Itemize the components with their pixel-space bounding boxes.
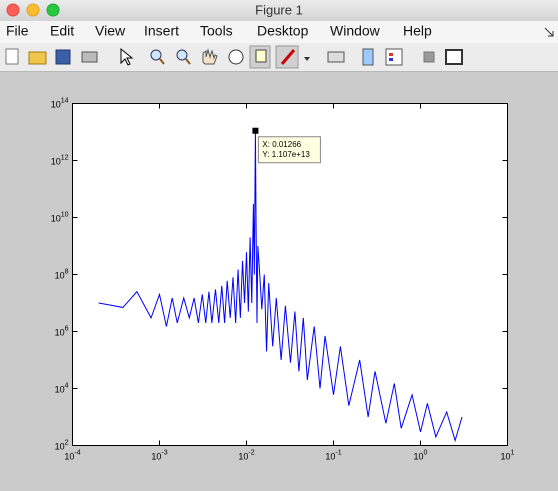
tick-exponent: 1 bbox=[511, 449, 515, 456]
datatip-box bbox=[257, 136, 321, 164]
y-tick-label: 1010 bbox=[51, 211, 69, 224]
tick-base: 10 bbox=[501, 452, 511, 462]
x-tick-label: 101 bbox=[501, 449, 515, 462]
tick-base: 10 bbox=[55, 271, 65, 281]
datatip-text: Y: 1.107e+13 bbox=[262, 150, 310, 159]
y-tick-label: 102 bbox=[55, 439, 69, 452]
y-tick-label: 106 bbox=[55, 325, 69, 338]
menu-item[interactable]: View bbox=[95, 23, 126, 39]
zoom-button[interactable] bbox=[46, 3, 60, 17]
zoom-in-icon[interactable] bbox=[150, 49, 162, 61]
menu-item[interactable]: Window bbox=[330, 23, 381, 39]
tick-base: 10 bbox=[414, 452, 424, 462]
y-tick-label: 108 bbox=[55, 268, 69, 281]
datatip-marker bbox=[252, 127, 259, 134]
tick-base: 10 bbox=[325, 452, 335, 462]
x-tick-label: 100 bbox=[414, 449, 428, 462]
tick-exponent: -4 bbox=[74, 449, 80, 456]
tick-exponent: 10 bbox=[61, 211, 69, 218]
axes-box bbox=[72, 103, 508, 446]
pan-icon[interactable] bbox=[202, 48, 218, 65]
window-title: Figure 1 bbox=[255, 2, 303, 17]
colorbar-icon[interactable] bbox=[362, 48, 374, 66]
toolbar-icons bbox=[5, 45, 463, 69]
save-icon[interactable] bbox=[55, 49, 71, 65]
x-tick-label: 10-2 bbox=[238, 449, 254, 462]
tick-exponent: -2 bbox=[248, 449, 254, 456]
close-button[interactable] bbox=[6, 3, 20, 17]
menu-item[interactable]: Help bbox=[403, 23, 432, 39]
minimize-button[interactable] bbox=[26, 3, 40, 17]
zoom-out-icon[interactable] bbox=[176, 49, 188, 61]
tick-exponent: 12 bbox=[61, 154, 69, 161]
menu-item[interactable]: Insert bbox=[144, 23, 179, 39]
y-tick-label: 104 bbox=[55, 382, 69, 395]
menu-item[interactable]: File bbox=[6, 23, 29, 39]
data-line bbox=[98, 130, 463, 443]
tick-base: 10 bbox=[151, 452, 161, 462]
x-tick-label: 10-3 bbox=[151, 449, 167, 462]
x-tick-label: 10-1 bbox=[325, 449, 341, 462]
tick-base: 10 bbox=[238, 452, 248, 462]
menu-bar bbox=[0, 21, 558, 43]
tick-base: 10 bbox=[55, 328, 65, 338]
datatip-text: X: 0.01266 bbox=[262, 140, 301, 149]
open-icon[interactable] bbox=[28, 51, 47, 65]
tick-base: 10 bbox=[55, 442, 65, 452]
menu-item[interactable]: Edit bbox=[50, 23, 74, 39]
tick-exponent: 2 bbox=[65, 439, 69, 446]
tick-exponent: 14 bbox=[61, 97, 69, 104]
new-icon[interactable] bbox=[5, 48, 19, 65]
tick-exponent: 8 bbox=[65, 268, 69, 275]
brush-dropdown[interactable] bbox=[304, 57, 310, 61]
dock-arrow[interactable] bbox=[544, 27, 554, 37]
link-icon[interactable] bbox=[327, 51, 345, 63]
tick-base: 10 bbox=[51, 214, 61, 224]
show-tools-icon[interactable] bbox=[445, 49, 463, 65]
tick-base: 10 bbox=[51, 100, 61, 110]
y-tick-label: 1012 bbox=[51, 154, 69, 167]
tick-exponent: 6 bbox=[65, 325, 69, 332]
tick-base: 10 bbox=[55, 385, 65, 395]
rotate-icon[interactable] bbox=[228, 49, 244, 65]
title-bar bbox=[0, 0, 558, 21]
menu-item[interactable]: Desktop bbox=[257, 23, 309, 39]
print-icon[interactable] bbox=[81, 51, 98, 63]
tick-base: 10 bbox=[64, 452, 74, 462]
x-tick-label: 10-4 bbox=[64, 449, 80, 462]
menu-item[interactable]: Tools bbox=[200, 23, 233, 39]
tick-exponent: 0 bbox=[424, 449, 428, 456]
tick-exponent: -3 bbox=[161, 449, 167, 456]
tick-exponent: -1 bbox=[335, 449, 341, 456]
legend-icon[interactable] bbox=[385, 48, 403, 66]
y-tick-label: 1014 bbox=[51, 97, 69, 110]
hide-tools-icon[interactable] bbox=[423, 51, 435, 63]
tick-exponent: 4 bbox=[65, 382, 69, 389]
tick-base: 10 bbox=[51, 157, 61, 167]
pointer-icon[interactable] bbox=[120, 47, 134, 66]
